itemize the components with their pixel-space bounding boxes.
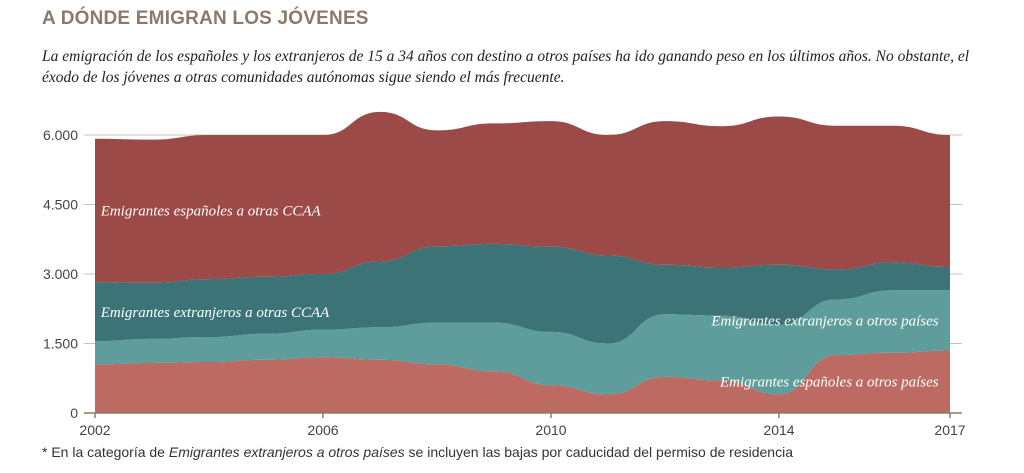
footnote-suffix: se incluyen las bajas por caducidad del … (404, 444, 793, 460)
y-tick-label: 0 (70, 405, 78, 421)
series-label: Emigrantes españoles a otros países (719, 375, 939, 391)
area-series-1 (95, 290, 950, 395)
y-tick-label: 3.000 (43, 266, 78, 282)
footnote-emphasis: Emigrantes extranjeros a otros países (168, 444, 405, 460)
footnote: * En la categoría de Emigrantes extranje… (42, 444, 793, 460)
footnote-prefix: * En la categoría de (42, 444, 169, 460)
y-tick-label: 6.000 (43, 127, 78, 143)
x-tick-label: 2010 (535, 422, 566, 438)
y-tick-label: 4.500 (43, 197, 78, 213)
series-label: Emigrantes extranjeros a otros países (710, 313, 938, 329)
series-label: Emigrantes extranjeros a otras CCAA (100, 305, 330, 321)
x-tick-label: 2002 (79, 422, 110, 438)
y-tick-label: 1.500 (43, 336, 78, 352)
x-tick-label: 2006 (307, 422, 338, 438)
x-tick-label: 2014 (763, 422, 794, 438)
area-series-3 (95, 111, 950, 283)
area-series-2 (95, 243, 950, 344)
chart-title: A DÓNDE EMIGRAN LOS JÓVENES (42, 8, 369, 29)
chart-subtitle: La emigración de los españoles y los ext… (42, 48, 970, 86)
x-tick-label: 2017 (934, 422, 965, 438)
series-label: Emigrantes españoles a otras CCAA (100, 204, 322, 220)
area-series-0 (95, 350, 950, 413)
